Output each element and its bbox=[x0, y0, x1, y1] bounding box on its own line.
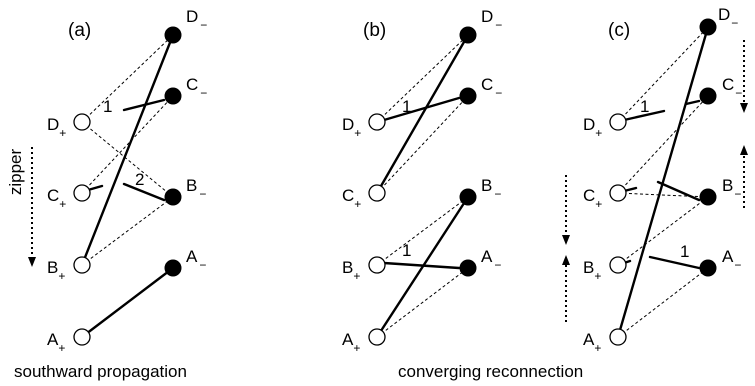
field-line-b-d bbox=[80, 33, 175, 267]
label-d-minus: D− bbox=[718, 5, 738, 30]
node-b-plus bbox=[609, 256, 627, 274]
label-b-minus: B− bbox=[722, 176, 741, 201]
zipper-label: zipper bbox=[6, 149, 25, 196]
label-c-plus: C+ bbox=[47, 186, 66, 211]
panel-b: (b) 1 1 D+ C+ B+ A+ D − C − B − A − convergi… bbox=[342, 7, 583, 381]
partial-stub-c-minus bbox=[684, 99, 701, 106]
node-d-plus bbox=[609, 113, 627, 131]
dashed-line-b bbox=[81, 196, 174, 266]
label-a-plus: A+ bbox=[342, 330, 360, 355]
caption-southward-propagation: southward propagation bbox=[14, 362, 187, 381]
node-d-minus bbox=[459, 26, 477, 44]
dashed-line-c bbox=[81, 95, 174, 194]
node-b-minus bbox=[459, 188, 477, 206]
node-a-minus bbox=[164, 259, 182, 277]
partial-line-upper bbox=[382, 96, 461, 122]
field-line-a-d bbox=[616, 25, 710, 339]
label-c-plus: C+ bbox=[342, 186, 361, 211]
node-a-plus bbox=[609, 328, 627, 346]
node-c-plus bbox=[609, 184, 627, 202]
node-c-minus bbox=[164, 87, 182, 105]
partial-line-middle bbox=[656, 180, 701, 202]
node-d-minus bbox=[164, 26, 182, 44]
label-b-plus: B+ bbox=[342, 258, 360, 283]
label-b-plus: B+ bbox=[583, 258, 601, 283]
reconnection-number-1: 1 bbox=[103, 97, 112, 116]
node-a-plus bbox=[368, 328, 386, 346]
label-a-minus: A− bbox=[722, 247, 741, 272]
label-d-plus: D+ bbox=[342, 115, 361, 140]
node-a-minus bbox=[699, 259, 717, 277]
node-a-plus bbox=[73, 328, 91, 346]
panel-a-label: (a) bbox=[68, 20, 91, 41]
node-b-plus bbox=[368, 256, 386, 274]
partial-line-1-lower bbox=[648, 255, 701, 270]
panel-c: (c) 1 1 D+ C+ B+ A+ D− C− B− A− bbox=[562, 5, 748, 355]
panel-b-label: (b) bbox=[363, 20, 386, 41]
dashed-line-b bbox=[376, 196, 469, 266]
dashed-line-d bbox=[376, 34, 469, 123]
dashed-line-c bbox=[617, 95, 709, 194]
dashed-line-c bbox=[376, 95, 469, 194]
label-a-minus: A− bbox=[481, 247, 501, 272]
label-d-minus: D− bbox=[186, 7, 207, 32]
panel-a: (a) 1 2 D+ C+ B+ A+ D − C − B − A − zipper bbox=[6, 7, 207, 381]
reconnection-number-1-lower: 1 bbox=[680, 242, 689, 261]
dashed-line-c-b bbox=[617, 192, 709, 198]
label-c-minus: C− bbox=[722, 75, 742, 100]
label-a-minus: A− bbox=[186, 247, 206, 272]
label-c-plus: C+ bbox=[583, 186, 602, 211]
node-c-plus bbox=[368, 184, 386, 202]
reconnection-number-1-lower: 1 bbox=[402, 241, 411, 260]
dashed-line-b bbox=[617, 196, 709, 266]
caption-converging-reconnection: converging reconnection bbox=[398, 362, 583, 381]
partial-line-1 bbox=[122, 98, 166, 112]
label-c-minus: C− bbox=[186, 75, 207, 100]
label-a-plus: A+ bbox=[47, 330, 65, 355]
dashed-line-a bbox=[376, 267, 469, 338]
field-line-c-d bbox=[375, 33, 470, 195]
partial-line-2 bbox=[122, 182, 166, 202]
label-c-minus: C− bbox=[481, 75, 502, 100]
dashed-line-a bbox=[617, 267, 709, 338]
node-d-plus bbox=[368, 113, 386, 131]
label-b-minus: B− bbox=[186, 176, 206, 201]
field-line-a-b bbox=[375, 195, 470, 339]
node-c-minus bbox=[699, 87, 717, 105]
reconnection-number-2: 2 bbox=[135, 170, 144, 189]
label-d-plus: D+ bbox=[47, 115, 66, 140]
panel-c-label: (c) bbox=[608, 20, 630, 41]
label-d-minus: D− bbox=[481, 7, 502, 32]
node-b-minus bbox=[699, 188, 717, 206]
dashed-line-d bbox=[81, 34, 174, 123]
node-c-plus bbox=[73, 184, 91, 202]
partial-line-1-upper bbox=[622, 109, 666, 122]
partial-stub-c bbox=[86, 184, 104, 192]
reconnection-number-1-upper: 1 bbox=[402, 97, 411, 116]
field-line-a bbox=[80, 266, 175, 339]
label-b-plus: B+ bbox=[47, 258, 65, 283]
node-c-minus bbox=[459, 87, 477, 105]
node-b-plus bbox=[73, 256, 91, 274]
reconnection-number-1-upper: 1 bbox=[640, 97, 649, 116]
label-a-plus: A+ bbox=[583, 330, 601, 355]
node-d-minus bbox=[699, 18, 717, 36]
label-d-plus: D+ bbox=[583, 115, 602, 140]
node-a-minus bbox=[459, 259, 477, 277]
label-b-minus: B− bbox=[481, 176, 501, 201]
node-d-plus bbox=[73, 113, 91, 131]
partial-line-lower bbox=[382, 261, 461, 270]
node-b-minus bbox=[164, 188, 182, 206]
